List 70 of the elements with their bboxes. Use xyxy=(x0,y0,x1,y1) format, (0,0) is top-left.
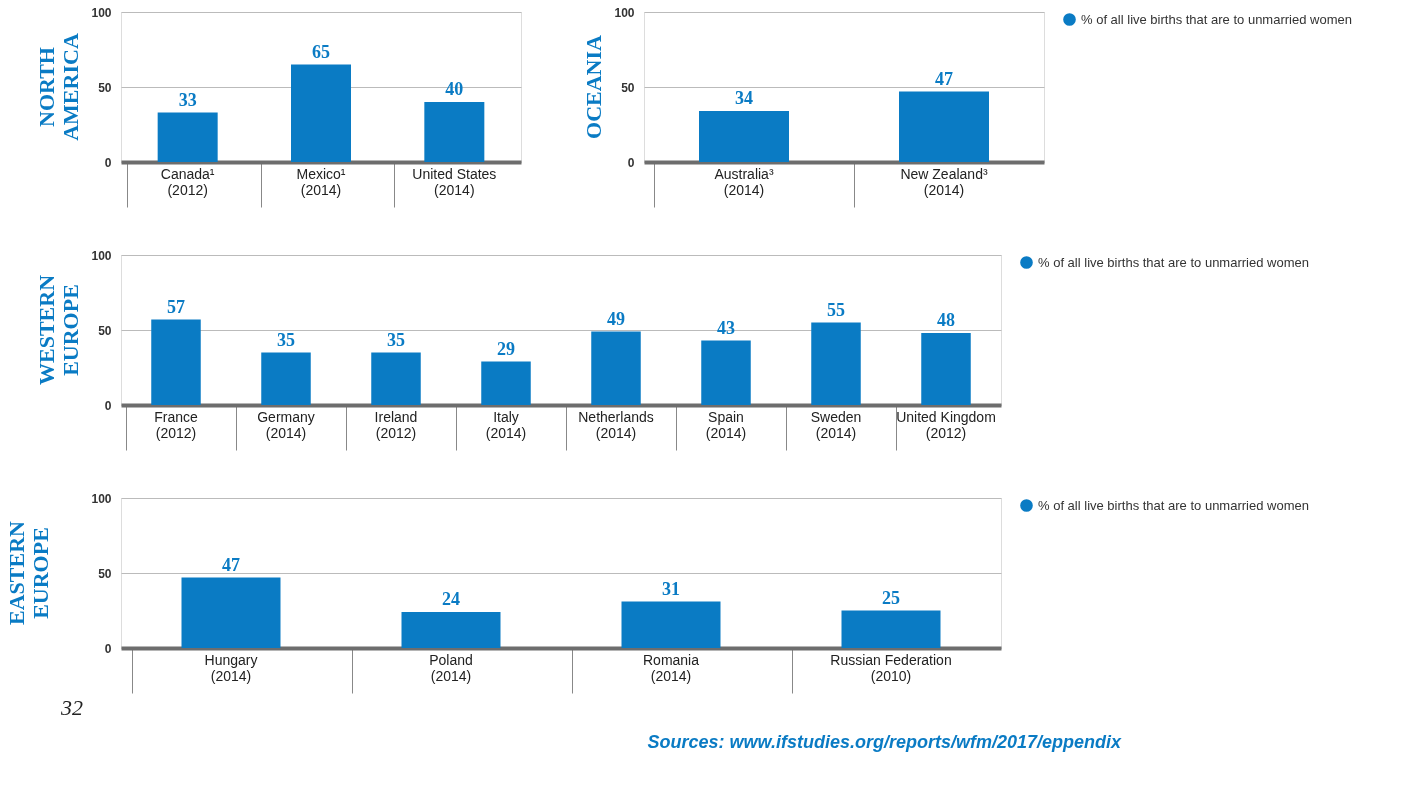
bar xyxy=(151,319,201,405)
x-tick-label: Romania (2014) xyxy=(642,651,700,684)
bar xyxy=(701,340,751,405)
data-label: 35 xyxy=(387,329,405,350)
y-tick-label: 50 xyxy=(98,80,112,95)
data-label: 47 xyxy=(222,554,240,575)
bar xyxy=(261,352,311,405)
data-label: 49 xyxy=(607,308,625,329)
y-tick-label: 50 xyxy=(98,323,112,338)
data-label: 25 xyxy=(882,587,900,608)
data-label: 65 xyxy=(312,41,330,62)
text: OCEANIA xyxy=(580,34,606,139)
y-tick-label: 0 xyxy=(104,641,112,656)
data-label: 48 xyxy=(937,310,955,330)
x-tick-label: Canada¹ (2012) xyxy=(160,165,215,198)
x-tick-label: Spain (2014) xyxy=(705,408,747,441)
data-label: 29 xyxy=(497,338,515,359)
x-tick-label: Poland (2014) xyxy=(429,651,473,684)
data-label: 57 xyxy=(167,296,185,317)
y-tick-label: 0 xyxy=(104,398,112,413)
x-tick-label: United Kingdom (2012) xyxy=(896,408,996,441)
x-tick-label: Mexico¹ (2014) xyxy=(296,165,346,198)
y-tick-label: 0 xyxy=(104,155,112,170)
y-tick-label: 100 xyxy=(91,5,112,20)
data-label: 43 xyxy=(717,317,735,338)
bar xyxy=(591,331,641,405)
bar xyxy=(371,352,421,405)
bar xyxy=(841,610,941,648)
x-tick-label: Ireland (2012) xyxy=(374,408,418,441)
y-tick-label: 100 xyxy=(614,5,635,20)
x-tick-label: Netherlands (2014) xyxy=(578,408,654,441)
x-tick-label: Hungary (2014) xyxy=(204,651,258,684)
legend-label: % of all live births that are to unmarried women xyxy=(1081,11,1352,27)
x-tick-label: Australia³ (2014) xyxy=(714,165,774,198)
y-tick-label: 50 xyxy=(98,566,112,581)
text: WESTERN EUROPE xyxy=(33,274,83,386)
data-label: 40 xyxy=(445,79,464,99)
x-tick-label: United States (2014) xyxy=(412,165,497,198)
bar xyxy=(181,577,281,648)
y-tick-label: 50 xyxy=(621,80,635,95)
x-tick-label: New Zealand³ (2014) xyxy=(900,165,988,198)
x-tick-label: France (2012) xyxy=(154,408,198,441)
data-label: 33 xyxy=(178,89,197,110)
text: EASTERN EUROPE xyxy=(4,520,53,625)
source-note: Sources: www.ifstudies.org/reports/wfm/2017/eppendix xyxy=(647,732,1122,752)
x-tick-label: Russian Federation (2010) xyxy=(830,651,952,684)
x-tick-label: Sweden (2014) xyxy=(810,408,862,441)
bar xyxy=(291,64,351,162)
data-label: 24 xyxy=(442,589,460,609)
bar xyxy=(481,361,531,405)
text: 32 xyxy=(60,695,83,720)
bar xyxy=(921,333,971,405)
data-label: 55 xyxy=(827,299,845,320)
data-label: 35 xyxy=(277,329,295,350)
y-tick-label: 100 xyxy=(91,491,112,506)
text: NORTH AMERICA xyxy=(33,33,83,141)
bar xyxy=(157,112,218,162)
bar xyxy=(621,601,721,648)
legend-label: % of all live births that are to unmarried women xyxy=(1038,497,1309,513)
bar xyxy=(401,612,501,648)
bar xyxy=(811,322,861,405)
y-tick-label: 100 xyxy=(91,248,112,263)
x-tick-label: Germany (2014) xyxy=(257,408,315,441)
data-label: 47 xyxy=(935,68,953,89)
bar xyxy=(424,102,485,162)
y-tick-label: 0 xyxy=(627,155,635,170)
legend-label: % of all live births that are to unmarried women xyxy=(1038,254,1309,270)
data-label: 31 xyxy=(662,578,680,599)
data-label: 34 xyxy=(735,88,753,108)
x-tick-label: Italy (2014) xyxy=(485,408,527,441)
